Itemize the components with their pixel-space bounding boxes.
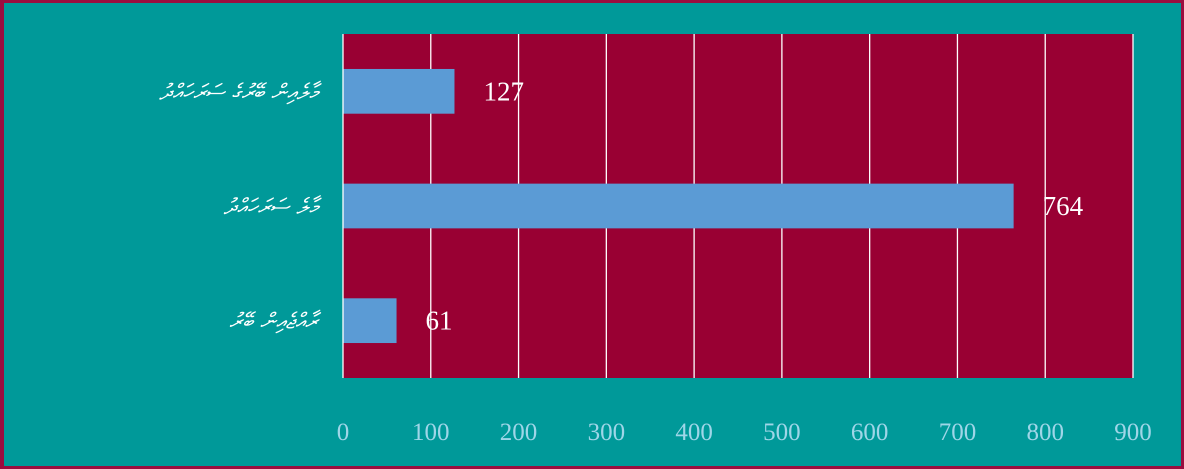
data-label-2: 61 [426, 306, 453, 336]
bar-2 [343, 298, 397, 344]
x-tick-label-300: 300 [588, 419, 626, 446]
x-tick-label-400: 400 [675, 419, 713, 446]
x-tick-label-200: 200 [500, 419, 538, 446]
x-tick-label-600: 600 [851, 419, 889, 446]
x-tick-label-700: 700 [939, 419, 977, 446]
bar-1 [343, 183, 1014, 229]
data-label-0: 127 [483, 76, 524, 106]
x-tick-label-100: 100 [412, 419, 450, 446]
data-label-1: 764 [1043, 191, 1084, 221]
category-label-1: މާލެ ސަރަހައްދު [223, 195, 323, 220]
bar-0 [343, 68, 455, 114]
x-tick-label-500: 500 [763, 419, 801, 446]
category-label-0: މާލެއިން ބޭރުގެ ސަރަހައްދު [158, 80, 323, 105]
x-tick-label-800: 800 [1026, 419, 1064, 446]
category-label-2: ރާއްޖެއިން ބޭރު [229, 310, 322, 335]
x-tick-label-0: 0 [337, 419, 350, 446]
x-tick-label-900: 900 [1114, 419, 1152, 446]
